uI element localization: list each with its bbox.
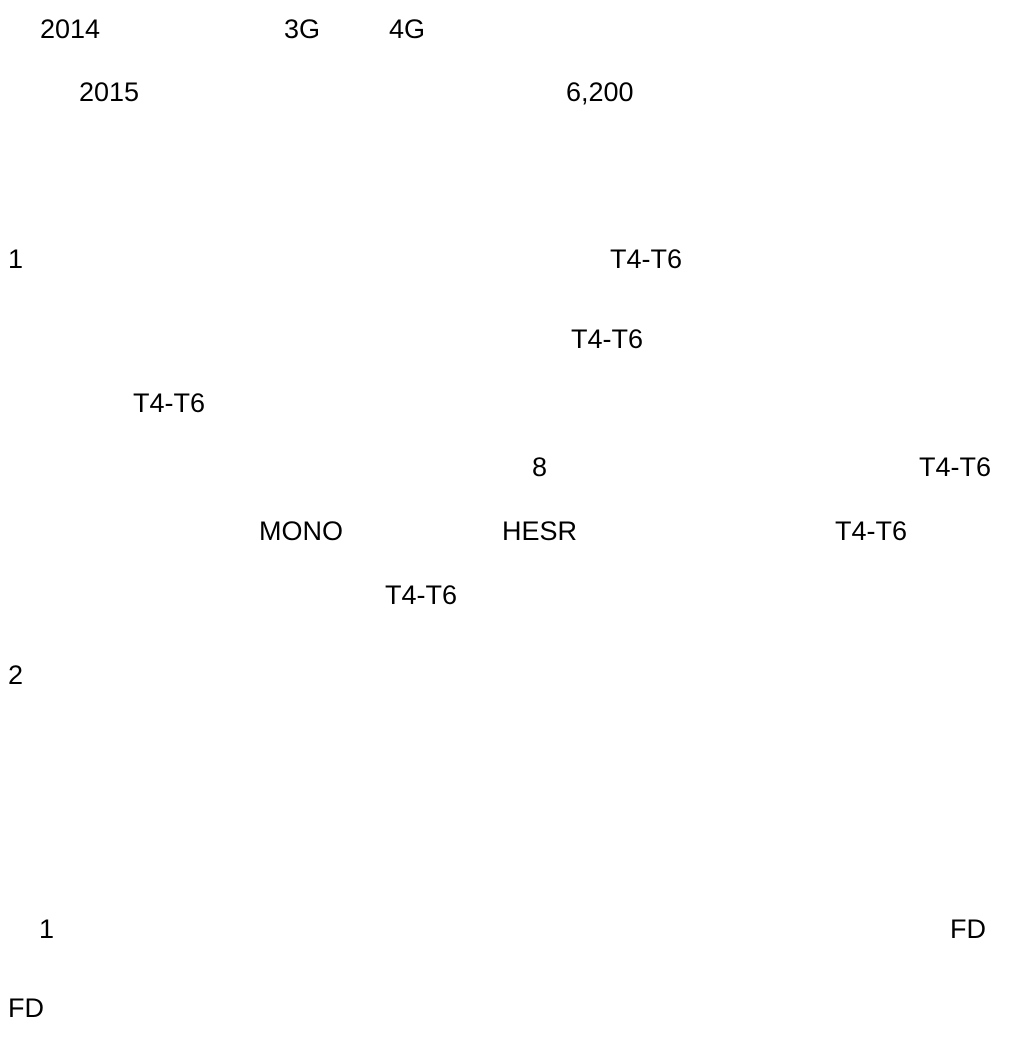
network-4g-text: 4G xyxy=(389,14,426,44)
network-3g-text: 3G xyxy=(284,14,321,44)
count-text: 8 xyxy=(532,452,548,482)
code-t4-t6-text: T4-T6 xyxy=(385,580,458,610)
section-2-number: 2 xyxy=(8,660,24,690)
code-t4-t6-text: T4-T6 xyxy=(133,388,206,418)
code-t4-t6-text: T4-T6 xyxy=(571,324,644,354)
code-t4-t6-text: T4-T6 xyxy=(610,244,683,274)
term-fd-text: FD xyxy=(950,914,986,944)
section-1-number: 1 xyxy=(8,244,24,274)
code-t4-t6-text: T4-T6 xyxy=(835,516,908,546)
term-mono-text: MONO xyxy=(259,516,343,546)
year-2014-text: 2014 xyxy=(40,14,101,44)
year-2015-text: 2015 xyxy=(79,77,140,107)
amount-text: 6,200 xyxy=(566,77,634,107)
code-t4-t6-text: T4-T6 xyxy=(919,452,992,482)
term-fd-text: FD xyxy=(8,993,44,1023)
term-hesr-text: HESR xyxy=(502,516,578,546)
item-1-number: 1 xyxy=(39,914,55,944)
